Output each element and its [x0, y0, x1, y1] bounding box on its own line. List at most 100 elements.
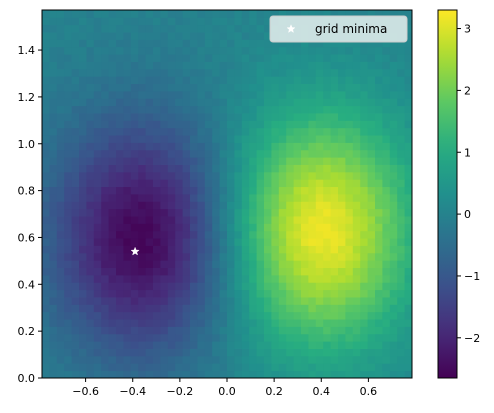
heatmap-cell — [271, 171, 280, 180]
heatmap-cell — [330, 46, 339, 55]
heatmap-cell — [397, 127, 405, 136]
heatmap-cell — [108, 54, 117, 62]
heatmap-cell — [71, 142, 80, 151]
heatmap-cell — [123, 297, 132, 305]
heatmap-cell — [42, 216, 50, 224]
heatmap-cell — [86, 297, 95, 305]
heatmap-cell — [64, 39, 72, 48]
heatmap-cell — [116, 179, 124, 188]
heatmap-cell — [175, 179, 183, 188]
heatmap-cell — [397, 274, 405, 283]
heatmap-cell — [130, 135, 139, 143]
heatmap-cell — [271, 297, 280, 305]
heatmap-cell — [404, 186, 413, 195]
heatmap-cell — [108, 267, 117, 276]
heatmap-cell — [345, 149, 354, 158]
heatmap-cell — [108, 127, 117, 136]
heatmap-cell — [338, 83, 346, 92]
heatmap-cell — [375, 260, 383, 268]
heatmap-cell — [167, 90, 176, 99]
heatmap-cell — [42, 267, 50, 276]
heatmap-cell — [241, 216, 250, 224]
heatmap-cell — [167, 341, 176, 349]
heatmap-cell — [138, 274, 146, 283]
heatmap-cell — [375, 201, 383, 210]
heatmap-cell — [315, 61, 324, 70]
heatmap-cell — [382, 46, 391, 55]
heatmap-cell — [352, 194, 361, 202]
heatmap-cell — [86, 164, 95, 173]
heatmap-cell — [116, 348, 124, 357]
heatmap-cell — [123, 135, 132, 143]
heatmap-cell — [352, 113, 361, 121]
heatmap-cell — [367, 194, 376, 202]
heatmap-cell — [219, 267, 228, 276]
heatmap-cell — [397, 201, 405, 210]
heatmap-cell — [49, 46, 58, 55]
heatmap-cell — [264, 90, 272, 99]
heatmap-cell — [286, 98, 294, 107]
heatmap-cell — [389, 252, 398, 261]
heatmap-cell — [130, 10, 139, 18]
heatmap-cell — [130, 282, 139, 291]
heatmap-cell — [182, 201, 191, 210]
heatmap-cell — [212, 39, 220, 48]
heatmap-cell — [93, 333, 102, 342]
heatmap-cell — [116, 274, 124, 283]
heatmap-cell — [264, 32, 272, 40]
heatmap-cell — [130, 348, 139, 357]
heatmap-cell — [404, 355, 413, 364]
heatmap-cell — [56, 216, 65, 224]
heatmap-cell — [234, 319, 243, 327]
heatmap-cell — [367, 326, 376, 335]
heatmap-cell — [86, 319, 95, 327]
heatmap-cell — [330, 61, 339, 70]
heatmap-cell — [93, 157, 102, 165]
heatmap-cell — [190, 201, 198, 210]
heatmap-cell — [338, 142, 346, 151]
heatmap-cell — [212, 223, 220, 232]
heatmap-cell — [182, 297, 191, 305]
heatmap-cell — [360, 171, 368, 180]
heatmap-cell — [190, 304, 198, 313]
heatmap-cell — [49, 260, 58, 268]
heatmap-cell — [382, 76, 391, 84]
heatmap-cell — [330, 282, 339, 291]
heatmap-cell — [249, 171, 257, 180]
heatmap-cell — [64, 223, 72, 232]
heatmap-cell — [330, 105, 339, 114]
heatmap-cell — [190, 46, 198, 55]
heatmap-cell — [79, 341, 87, 349]
heatmap-cell — [160, 260, 169, 268]
heatmap-cell — [308, 105, 317, 114]
heatmap-cell — [79, 68, 87, 77]
heatmap-cell — [79, 135, 87, 143]
heatmap-cell — [86, 171, 95, 180]
heatmap-cell — [123, 311, 132, 320]
heatmap-cell — [79, 142, 87, 151]
heatmap-cell — [227, 120, 235, 129]
heatmap-cell — [71, 157, 80, 165]
heatmap-cell — [86, 289, 95, 298]
y-tick-label: 0.8 — [18, 185, 36, 198]
heatmap-cell — [264, 61, 272, 70]
heatmap-cell — [345, 120, 354, 129]
heatmap-cell — [404, 90, 413, 99]
heatmap-cell — [49, 282, 58, 291]
heatmap-cell — [345, 194, 354, 202]
heatmap-cell — [278, 341, 287, 349]
heatmap-cell — [338, 267, 346, 276]
heatmap-cell — [197, 208, 206, 217]
heatmap-cell — [212, 46, 220, 55]
heatmap-cell — [145, 194, 154, 202]
heatmap-cell — [249, 333, 257, 342]
heatmap-cell — [167, 142, 176, 151]
heatmap-cell — [138, 127, 146, 136]
heatmap-cell — [271, 355, 280, 364]
heatmap-cell — [42, 348, 50, 357]
heatmap-cell — [49, 68, 58, 77]
heatmap-cell — [182, 61, 191, 70]
heatmap-cell — [301, 171, 309, 180]
heatmap-cell — [234, 98, 243, 107]
heatmap-cell — [145, 171, 154, 180]
